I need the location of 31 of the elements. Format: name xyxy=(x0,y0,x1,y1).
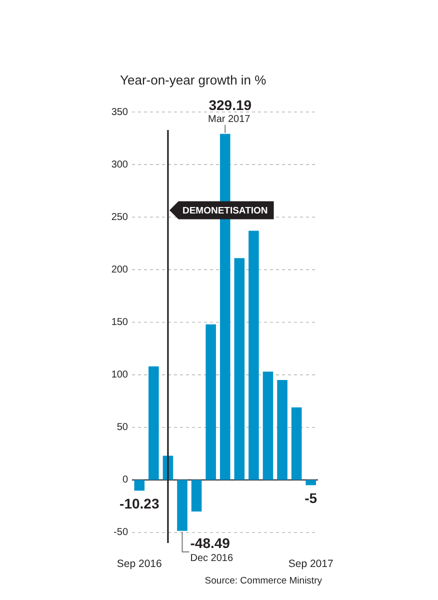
annotation: Mar 2017 xyxy=(208,114,251,125)
source-note: Source: Commerce Ministry xyxy=(204,576,322,587)
ref-line-label: DEMONETISATION xyxy=(182,205,268,216)
y-tick-label: 0 xyxy=(122,474,128,486)
bar xyxy=(206,324,216,480)
y-tick-label: 200 xyxy=(111,264,128,276)
y-tick-label: 150 xyxy=(111,316,128,328)
bar xyxy=(277,380,288,480)
bar xyxy=(148,366,159,480)
y-tick-label: 300 xyxy=(111,159,128,170)
bar xyxy=(191,480,202,512)
x-tick-label: Sep 2016 xyxy=(116,558,162,570)
bar xyxy=(248,230,259,480)
y-tick-label: 50 xyxy=(116,422,128,434)
bar xyxy=(234,258,245,480)
bar xyxy=(306,480,316,486)
bar xyxy=(291,407,302,480)
y-tick-label: 350 xyxy=(111,106,128,118)
data-label: -10.23 xyxy=(120,496,160,512)
annotation: Dec 2016 xyxy=(190,552,234,564)
y-tick-label: 100 xyxy=(111,370,128,381)
data-label: -5 xyxy=(304,490,318,506)
bar xyxy=(177,480,188,531)
y-tick-label: 250 xyxy=(111,212,128,223)
data-label: 329.19 xyxy=(208,96,252,113)
chart-title: Year-on-year growth in % xyxy=(120,72,267,88)
bar xyxy=(262,372,274,480)
bar xyxy=(134,480,145,491)
data-label: -48.49 xyxy=(190,534,230,551)
y-tick-label: -50 xyxy=(114,527,128,538)
x-tick-label: Sep 2017 xyxy=(288,558,334,570)
